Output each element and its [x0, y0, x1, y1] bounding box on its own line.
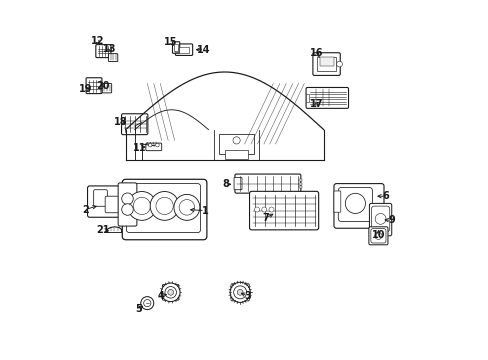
Text: 6: 6 [382, 191, 388, 201]
FancyBboxPatch shape [162, 284, 179, 300]
FancyBboxPatch shape [371, 206, 389, 232]
Text: 7: 7 [262, 213, 269, 223]
Bar [224, 150, 248, 159]
Bar [299, 186, 302, 188]
Circle shape [161, 283, 180, 302]
Circle shape [164, 287, 176, 298]
FancyBboxPatch shape [234, 177, 242, 190]
Text: 10: 10 [371, 230, 385, 240]
Circle shape [141, 297, 153, 310]
FancyBboxPatch shape [368, 203, 391, 236]
Circle shape [174, 194, 200, 220]
Circle shape [122, 204, 133, 215]
Circle shape [374, 232, 381, 239]
Circle shape [374, 213, 385, 224]
Text: 20: 20 [97, 81, 110, 91]
Text: 12: 12 [91, 36, 104, 46]
Bar [174, 44, 178, 51]
Circle shape [133, 197, 150, 215]
Text: 3: 3 [244, 291, 250, 301]
Circle shape [254, 207, 259, 212]
Circle shape [261, 207, 266, 212]
FancyBboxPatch shape [105, 196, 119, 213]
FancyBboxPatch shape [122, 179, 206, 240]
FancyBboxPatch shape [370, 229, 385, 243]
Text: 14: 14 [197, 45, 210, 55]
FancyBboxPatch shape [118, 183, 137, 226]
Circle shape [336, 61, 342, 67]
FancyBboxPatch shape [234, 174, 300, 193]
Circle shape [127, 192, 156, 220]
Bar [320, 58, 334, 67]
Circle shape [233, 286, 246, 299]
Text: 1: 1 [201, 206, 208, 216]
Text: 11: 11 [132, 143, 146, 153]
Circle shape [143, 300, 151, 307]
Text: 19: 19 [79, 84, 92, 94]
Circle shape [345, 193, 365, 213]
FancyBboxPatch shape [96, 45, 111, 58]
FancyBboxPatch shape [368, 227, 387, 245]
FancyBboxPatch shape [94, 190, 107, 206]
Text: 13: 13 [103, 44, 116, 54]
FancyBboxPatch shape [102, 84, 111, 93]
Circle shape [150, 192, 179, 220]
Bar [316, 57, 336, 71]
Text: 4: 4 [157, 291, 164, 301]
Circle shape [122, 193, 133, 204]
Bar [305, 94, 308, 102]
Text: 17: 17 [309, 99, 323, 109]
FancyBboxPatch shape [172, 42, 179, 53]
Circle shape [268, 207, 273, 212]
Circle shape [167, 289, 173, 295]
Text: 15: 15 [164, 37, 178, 48]
Text: 16: 16 [309, 48, 323, 58]
Circle shape [237, 289, 243, 295]
Text: 9: 9 [387, 215, 394, 225]
Circle shape [155, 143, 159, 147]
FancyBboxPatch shape [338, 188, 372, 222]
Circle shape [232, 137, 240, 144]
Text: 2: 2 [82, 204, 89, 215]
Bar [299, 179, 302, 181]
FancyBboxPatch shape [230, 284, 249, 301]
Text: 8: 8 [222, 179, 229, 189]
FancyBboxPatch shape [86, 78, 102, 94]
FancyBboxPatch shape [145, 143, 162, 151]
Bar [179, 47, 189, 53]
FancyBboxPatch shape [333, 184, 383, 228]
Bar [219, 134, 253, 154]
FancyBboxPatch shape [305, 87, 348, 108]
FancyBboxPatch shape [312, 53, 340, 76]
Circle shape [179, 199, 194, 215]
FancyBboxPatch shape [333, 191, 340, 212]
FancyBboxPatch shape [108, 54, 118, 62]
FancyBboxPatch shape [126, 184, 200, 233]
Text: 5: 5 [135, 304, 142, 314]
Bar [299, 183, 302, 185]
Text: 18: 18 [113, 117, 127, 127]
Circle shape [156, 197, 173, 215]
Text: 21: 21 [97, 225, 110, 235]
FancyBboxPatch shape [122, 114, 147, 135]
FancyBboxPatch shape [175, 44, 192, 55]
FancyBboxPatch shape [249, 192, 318, 230]
FancyBboxPatch shape [87, 186, 124, 217]
Bar [174, 48, 177, 52]
Circle shape [148, 143, 152, 147]
Circle shape [230, 282, 250, 302]
